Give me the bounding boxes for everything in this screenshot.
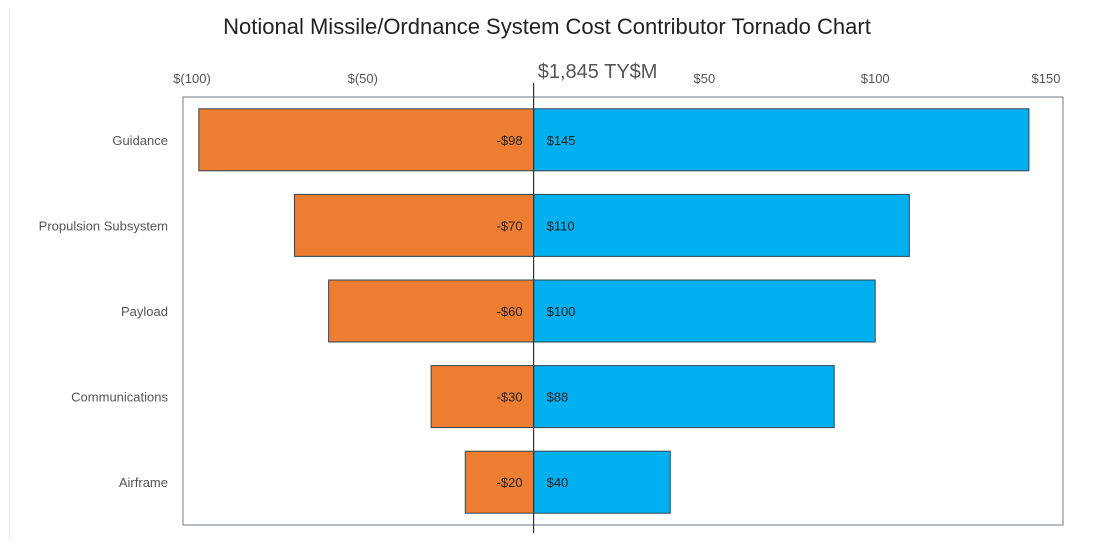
plot-area-frame <box>182 96 1064 526</box>
negative-value-label-4: -$20 <box>497 475 523 490</box>
positive-value-label-4: $40 <box>547 475 569 490</box>
positive-value-label-3: $88 <box>547 390 569 405</box>
category-label: Communications <box>71 390 168 405</box>
x-tick-label: $100 <box>861 71 890 86</box>
x-tick-label: $(100) <box>173 71 211 86</box>
negative-bar-0 <box>198 108 535 172</box>
chart-left-border <box>9 8 10 538</box>
bars-layer <box>198 108 1030 514</box>
positive-bar-1 <box>533 193 910 257</box>
negative-bar-4 <box>464 450 535 514</box>
positive-value-label-0: $145 <box>547 133 576 148</box>
positive-value-label-2: $100 <box>547 304 576 319</box>
negative-bar-1 <box>293 193 535 257</box>
negative-bar-3 <box>430 365 535 429</box>
center-value-label: $1,845 TY$M <box>538 61 658 83</box>
negative-value-label-3: -$30 <box>497 390 523 405</box>
positive-bar-2 <box>533 279 876 343</box>
chart-title: Notional Missile/Ordnance System Cost Co… <box>223 14 871 39</box>
x-tick-label: $50 <box>694 71 716 86</box>
category-label: Propulsion Subsystem <box>39 218 168 233</box>
category-label: Guidance <box>112 133 168 148</box>
labels-layer: Guidance -$98 $145 Propulsion Subsystem -$70… <box>39 133 576 490</box>
positive-bar-4 <box>533 450 671 514</box>
x-tick-label: $150 <box>1032 71 1061 86</box>
positive-bar-0 <box>533 108 1030 172</box>
category-label: Payload <box>121 304 168 319</box>
negative-value-label-1: -$70 <box>497 218 523 233</box>
positive-bar-3 <box>533 365 835 429</box>
negative-value-label-0: -$98 <box>497 133 523 148</box>
x-axis-ticks: $(100) $(50) $50 $100 $150 <box>173 71 1060 86</box>
positive-value-label-1: $110 <box>547 218 575 233</box>
x-tick-label: $(50) <box>348 71 378 86</box>
negative-value-label-2: -$60 <box>497 304 523 319</box>
category-label: Airframe <box>119 475 168 490</box>
